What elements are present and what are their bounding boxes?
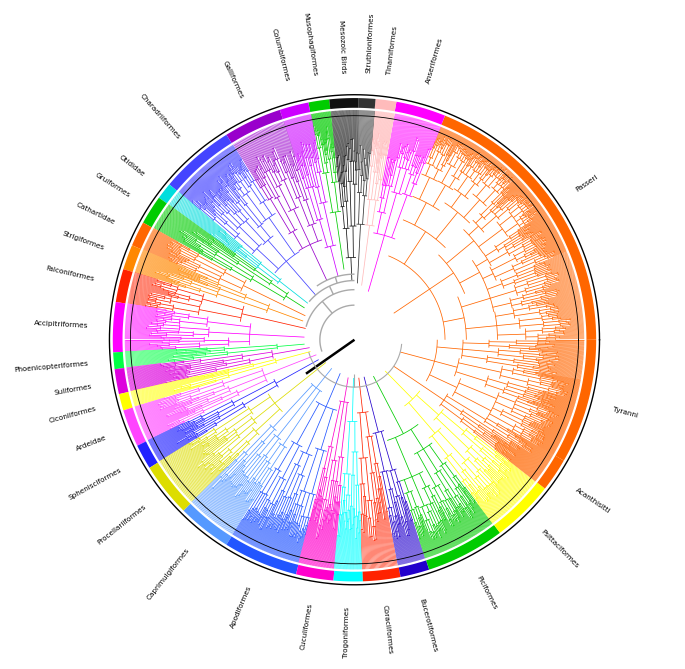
Text: Mesozoic Birds: Mesozoic Birds (338, 19, 346, 73)
Text: Bucerotiformes: Bucerotiformes (419, 597, 438, 652)
Text: Apodiformes: Apodiformes (229, 584, 253, 629)
Text: Cathartidae: Cathartidae (75, 201, 116, 225)
Text: Phoenicopteriformes: Phoenicopteriformes (14, 360, 89, 373)
Text: Caprimulgiformes: Caprimulgiformes (146, 547, 190, 601)
Text: Acanthisitti: Acanthisitti (574, 486, 611, 514)
Text: Piciformes: Piciformes (475, 575, 497, 611)
Text: Coraciiformes: Coraciiformes (382, 605, 393, 655)
Text: Falconiformes: Falconiformes (45, 266, 95, 282)
Text: Charadriiformes: Charadriiformes (139, 93, 182, 140)
Text: Suliformes: Suliformes (53, 383, 92, 395)
Text: Gruiformes: Gruiformes (94, 172, 131, 199)
Text: Strigiformes: Strigiformes (61, 231, 105, 252)
Text: Trogoniformes: Trogoniformes (343, 607, 351, 658)
Text: Struthioniformes: Struthioniformes (366, 13, 375, 74)
Text: Columbiformes: Columbiformes (271, 27, 290, 82)
Text: Accipitriformes: Accipitriformes (34, 320, 88, 328)
Text: Musophagiformes: Musophagiformes (303, 12, 318, 76)
Text: Psittaciformes: Psittaciformes (539, 528, 580, 569)
Text: Sphenisciformes: Sphenisciformes (68, 466, 123, 500)
Circle shape (101, 86, 608, 593)
Text: Tyranni: Tyranni (612, 406, 638, 418)
Text: Tinamiformes: Tinamiformes (386, 26, 399, 76)
Text: Galliformes: Galliformes (222, 60, 245, 99)
Text: Otididae: Otididae (119, 155, 146, 178)
Text: Procellariiformes: Procellariiformes (97, 504, 147, 546)
Text: Ciconiiformes: Ciconiiformes (49, 406, 97, 424)
Text: Ardeidae: Ardeidae (75, 435, 108, 452)
Text: Cuculiformes: Cuculiformes (299, 603, 314, 650)
Text: Anseriformes: Anseriformes (425, 37, 444, 84)
Text: Passeri: Passeri (574, 174, 599, 193)
